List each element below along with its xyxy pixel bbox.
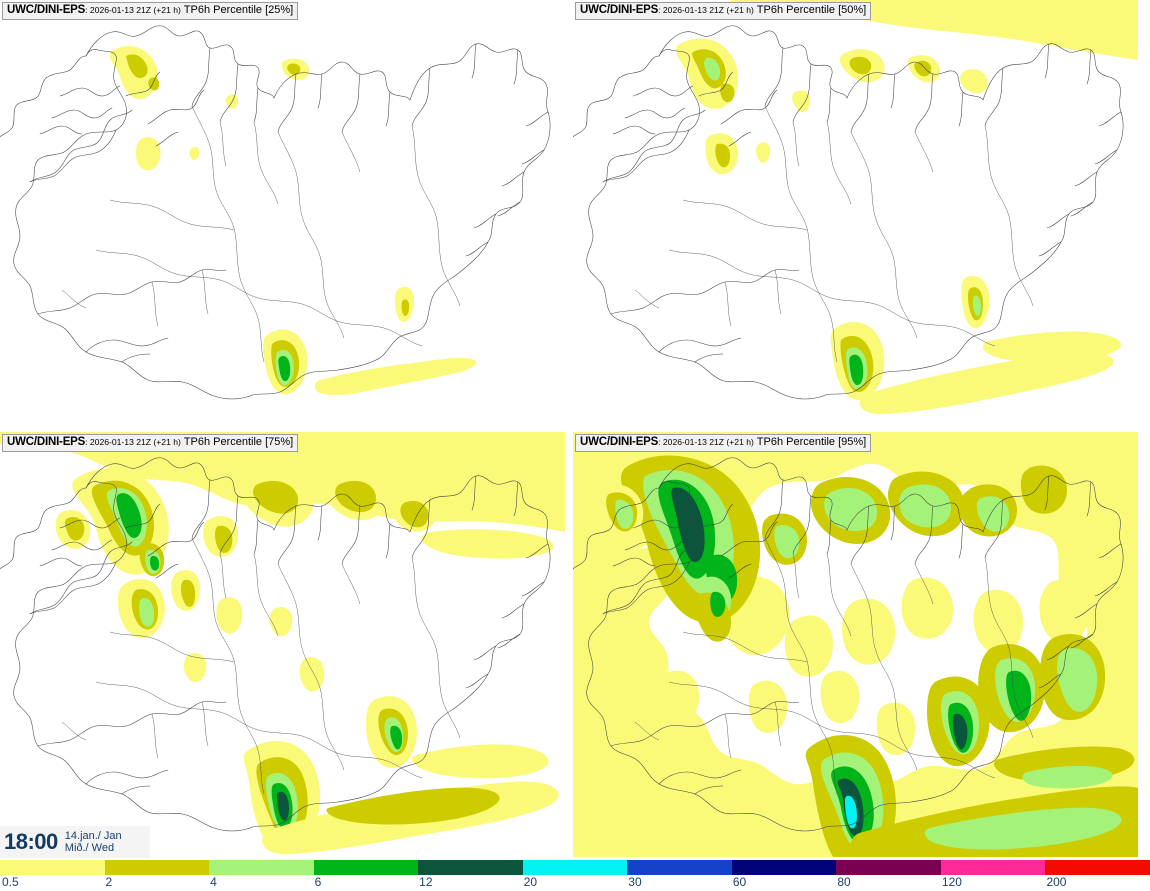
panel-param-label: TP6h Percentile [95%] bbox=[756, 436, 867, 448]
colorbar-segment bbox=[209, 860, 314, 875]
valid-date-block: 14.jan./ Jan Mið./ Wed bbox=[65, 830, 122, 854]
colorbar-segment bbox=[0, 860, 105, 875]
panel-param-label: TP6h Percentile [50%] bbox=[756, 4, 867, 16]
iceland-coastline bbox=[573, 457, 1124, 832]
precip-field-95 bbox=[573, 432, 1138, 857]
panel-percentile-50[interactable]: UWC/DINI-EPS: 2026-01-13 21Z (+21 h) TP6… bbox=[573, 0, 1138, 425]
map-canvas-25 bbox=[0, 0, 565, 425]
map-svg-95 bbox=[573, 432, 1138, 857]
colorbar-segment bbox=[313, 860, 419, 875]
colorbar-segment bbox=[627, 860, 732, 875]
panel-percentile-75[interactable]: UWC/DINI-EPS: 2026-01-13 21Z (+21 h) TP6… bbox=[0, 432, 565, 857]
panel-model-label: UWC/DINI-EPS bbox=[580, 4, 659, 16]
valid-time-box: 18:00 14.jan./ Jan Mið./ Wed bbox=[0, 826, 150, 858]
panel-percentile-25[interactable]: UWC/DINI-EPS: 2026-01-13 21Z (+21 h) TP6… bbox=[0, 0, 565, 425]
panel-title-95: UWC/DINI-EPS: 2026-01-13 21Z (+21 h) TP6… bbox=[575, 434, 872, 452]
map-svg-50 bbox=[573, 0, 1138, 425]
panel-param-label: TP6h Percentile [75%] bbox=[183, 436, 294, 448]
colorbar-segment bbox=[1045, 860, 1150, 875]
panel-run-label: : 2026-01-13 21Z (+21 h) bbox=[85, 5, 181, 15]
colorbar-segment bbox=[522, 860, 628, 875]
panel-percentile-95[interactable]: UWC/DINI-EPS: 2026-01-13 21Z (+21 h) TP6… bbox=[573, 432, 1138, 857]
panel-run-label: : 2026-01-13 21Z (+21 h) bbox=[85, 437, 181, 447]
valid-time-clock: 18:00 bbox=[4, 829, 58, 854]
panel-model-label: UWC/DINI-EPS bbox=[580, 436, 659, 448]
colorbar-segment bbox=[836, 860, 941, 875]
colorbar-tick-label: 60 bbox=[732, 875, 747, 889]
colorbar-segment bbox=[104, 860, 210, 875]
colorbar-tick-label: 0.5 bbox=[2, 875, 19, 889]
colorbar-segment bbox=[418, 860, 523, 875]
colorbar-tick-label: 6 bbox=[314, 875, 322, 889]
panel-param-label: TP6h Percentile [25%] bbox=[183, 4, 294, 16]
colorbar-tick-label: 12 bbox=[419, 875, 433, 889]
precip-field-25 bbox=[109, 46, 476, 395]
precip-field-75 bbox=[0, 432, 565, 855]
map-canvas-75 bbox=[0, 432, 565, 857]
map-canvas-95 bbox=[573, 432, 1138, 857]
panel-run-label: : 2026-01-13 21Z (+21 h) bbox=[658, 5, 754, 15]
map-svg-75 bbox=[0, 432, 565, 857]
iceland-coastline bbox=[0, 25, 551, 400]
colorbar-tick-label: 120 bbox=[941, 875, 962, 889]
colorbar-strip bbox=[0, 860, 1150, 875]
panel-title-75: UWC/DINI-EPS: 2026-01-13 21Z (+21 h) TP6… bbox=[2, 434, 299, 452]
iceland-coastline bbox=[573, 25, 1124, 400]
colorbar-tick-label: 80 bbox=[837, 875, 851, 889]
colorbar-tick-label: 4 bbox=[210, 875, 217, 889]
panel-title-50: UWC/DINI-EPS: 2026-01-13 21Z (+21 h) TP6… bbox=[575, 2, 872, 20]
colorbar-tick-label: 2 bbox=[105, 875, 113, 889]
panel-title-25: UWC/DINI-EPS: 2026-01-13 21Z (+21 h) TP6… bbox=[2, 2, 299, 20]
map-canvas-50 bbox=[573, 0, 1138, 425]
colorbar-tick-label: 200 bbox=[1046, 875, 1067, 889]
valid-date-line2: Mið./ Wed bbox=[64, 842, 115, 854]
precip-field-50 bbox=[676, 0, 1138, 415]
map-svg-25 bbox=[0, 0, 565, 425]
colorbar-tick-label: 20 bbox=[523, 875, 538, 889]
colorbar-labels: 0.5 2 4 6 12 20 30 60 80 120 200 bbox=[0, 875, 1150, 891]
iceland-coastline bbox=[0, 457, 551, 832]
panel-model-label: UWC/DINI-EPS bbox=[7, 4, 86, 16]
panel-model-label: UWC/DINI-EPS bbox=[7, 436, 86, 448]
colorbar-segment bbox=[731, 860, 837, 875]
valid-date-line1: 14.jan./ Jan bbox=[64, 830, 122, 842]
colorbar-tick-label: 30 bbox=[628, 875, 642, 889]
colorbar[interactable]: 0.5 2 4 6 12 20 30 60 80 120 200 bbox=[0, 860, 1150, 891]
colorbar-segment bbox=[940, 860, 1046, 875]
panel-run-label: : 2026-01-13 21Z (+21 h) bbox=[658, 437, 754, 447]
